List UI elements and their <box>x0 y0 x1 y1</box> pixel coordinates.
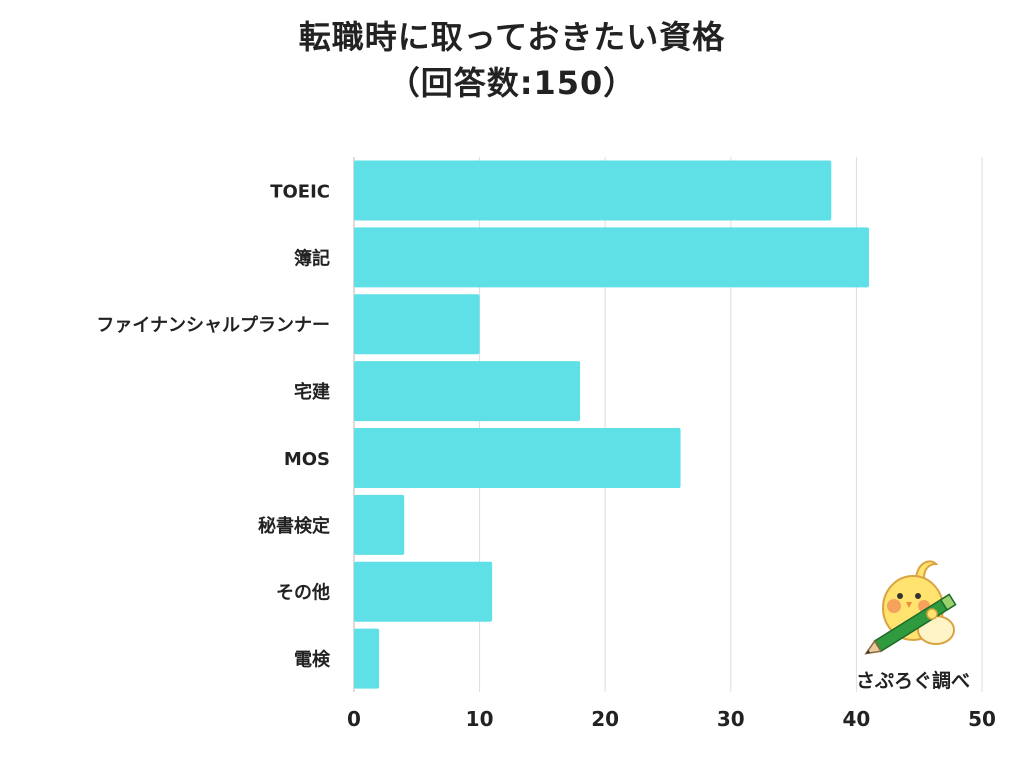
bar-7 <box>354 628 380 689</box>
category-label: その他 <box>276 582 330 604</box>
bar-5 <box>354 494 405 555</box>
category-label: ファイナンシャルプランナー <box>96 314 330 336</box>
chart-title-line2: （回答数:150） <box>387 64 637 102</box>
category-label: TOEIC <box>270 181 330 202</box>
x-tick-labels: 0 10 20 30 40 50 <box>347 707 996 731</box>
category-label: 簿記 <box>294 247 330 269</box>
x-tick-label: 30 <box>717 707 745 731</box>
x-tick-label: 50 <box>968 707 996 731</box>
chart-title: 転職時に取っておきたい資格 （回答数:150） <box>0 14 1024 106</box>
category-label: 宅建 <box>294 381 330 403</box>
chart-title-line1: 転職時に取っておきたい資格 <box>298 18 726 56</box>
pencil-bird-icon <box>864 560 957 655</box>
bar-1 <box>354 227 869 288</box>
bar-3 <box>354 361 581 422</box>
category-label: MOS <box>284 449 330 470</box>
bars <box>354 160 869 689</box>
x-tick-label: 40 <box>842 707 870 731</box>
x-tick-label: 0 <box>347 707 361 731</box>
bar-0 <box>354 160 832 221</box>
category-label: 電検 <box>294 649 331 671</box>
bar-6 <box>354 561 493 622</box>
x-tick-label: 10 <box>466 707 494 731</box>
bar-2 <box>354 294 480 355</box>
category-label: 秘書検定 <box>258 515 330 537</box>
credit-label: さぷろぐ調べ <box>855 670 970 692</box>
x-tick-label: 20 <box>591 707 619 731</box>
bar-4 <box>354 427 681 488</box>
